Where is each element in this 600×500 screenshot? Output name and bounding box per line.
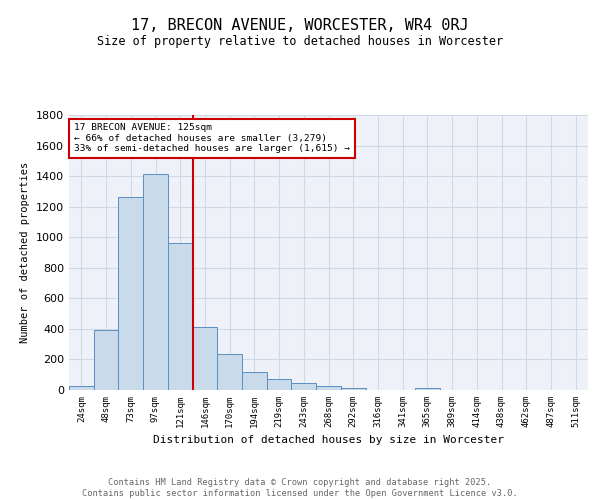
Bar [143,174,168,390]
Text: 17, BRECON AVENUE, WORCESTER, WR4 0RJ: 17, BRECON AVENUE, WORCESTER, WR4 0RJ [131,18,469,32]
Text: 17 BRECON AVENUE: 125sqm
← 66% of detached houses are smaller (3,279)
33% of sem: 17 BRECON AVENUE: 125sqm ← 66% of detach… [74,123,350,153]
Bar [242,372,267,390]
Bar [292,383,316,390]
Text: Contains HM Land Registry data © Crown copyright and database right 2025.
Contai: Contains HM Land Registry data © Crown c… [82,478,518,498]
Y-axis label: Number of detached properties: Number of detached properties [20,162,31,343]
Bar [69,386,94,390]
Bar [217,354,242,390]
Bar [193,326,217,390]
Bar [118,196,143,390]
Bar [94,330,118,390]
Bar [415,388,440,390]
Bar [267,380,292,390]
Text: Size of property relative to detached houses in Worcester: Size of property relative to detached ho… [97,35,503,48]
Bar [168,244,193,390]
Bar [316,386,341,390]
X-axis label: Distribution of detached houses by size in Worcester: Distribution of detached houses by size … [153,436,504,446]
Bar [341,388,365,390]
